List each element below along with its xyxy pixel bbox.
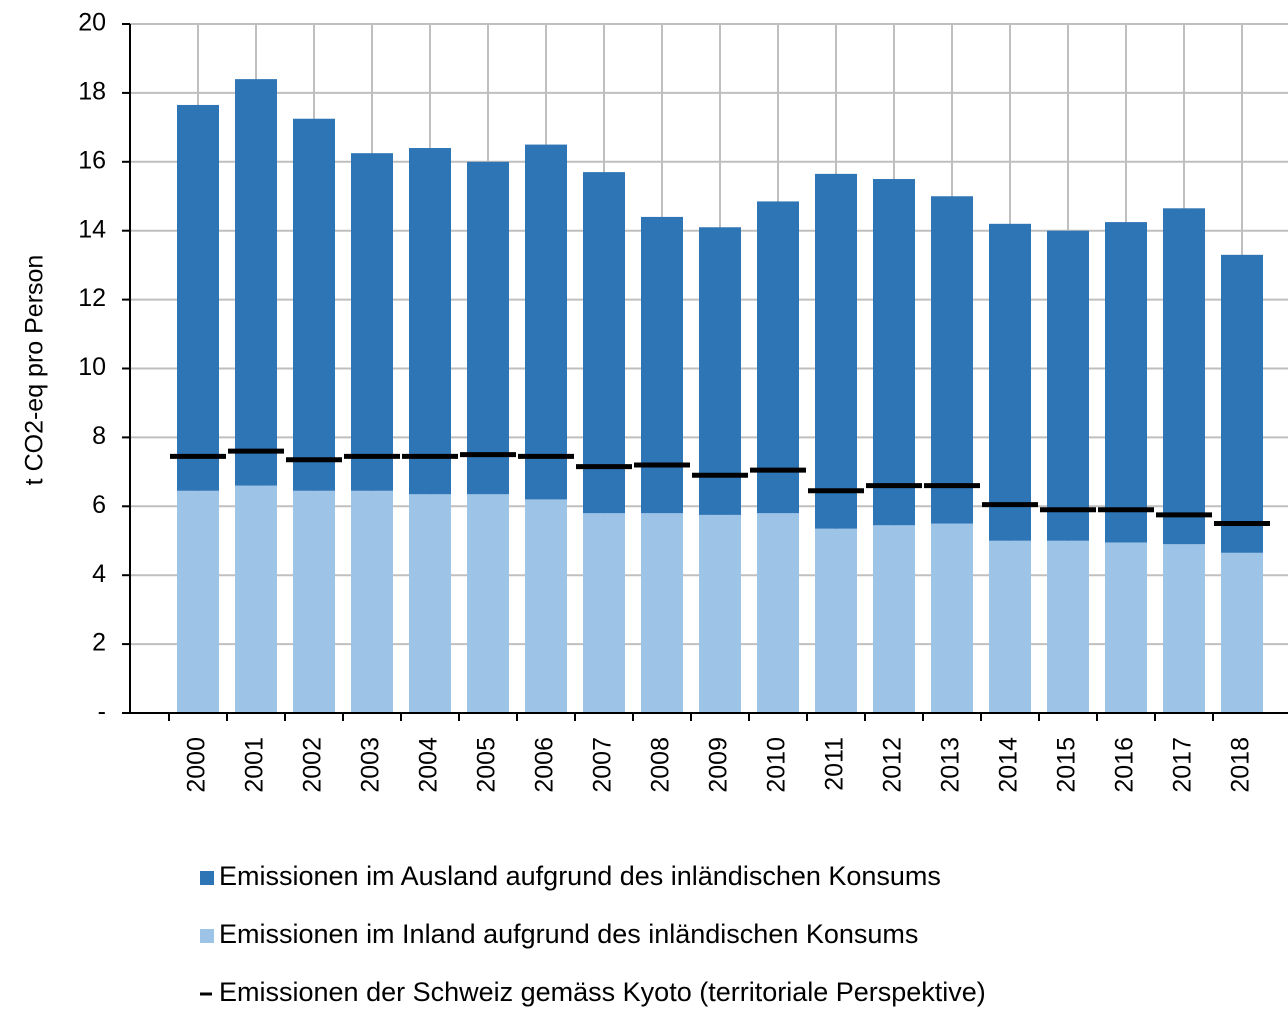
bar-segment <box>1105 542 1147 713</box>
x-tick-label: 2007 <box>589 737 617 793</box>
x-tick-label: 2004 <box>415 737 443 793</box>
bar-segment <box>525 499 567 713</box>
bar-segment <box>409 148 451 495</box>
y-tick-label: 16 <box>78 146 106 174</box>
bar-segment <box>351 153 393 491</box>
bar-segment <box>989 540 1031 713</box>
legend-label: Emissionen der Schweiz gemäss Kyoto (ter… <box>219 977 986 1007</box>
bar-segment <box>931 523 973 713</box>
legend-swatch <box>200 929 214 943</box>
bar-segment <box>699 514 741 713</box>
bar-segment <box>1221 552 1263 713</box>
x-tick-label: 2012 <box>879 737 907 793</box>
x-tick-label: 2014 <box>995 737 1023 793</box>
bar-segment <box>641 216 683 514</box>
y-tick-label: 20 <box>78 9 106 37</box>
bar-segment <box>177 104 219 491</box>
y-axis-label: t CO2-eq pro Person <box>21 255 49 486</box>
x-tick-label: 2018 <box>1227 737 1255 793</box>
bar-segment <box>1047 230 1089 541</box>
bar-segment <box>525 144 567 500</box>
bar-segment <box>177 490 219 713</box>
bar-segment <box>873 525 915 713</box>
x-tick-label: 2003 <box>357 737 385 793</box>
bar-segment <box>1163 544 1205 713</box>
legend: Emissionen im Ausland aufgrund des inlän… <box>200 861 986 1007</box>
y-tick-label: 18 <box>78 78 106 106</box>
bar-segment <box>583 513 625 713</box>
bar-segment <box>815 173 857 529</box>
legend-label: Emissionen im Inland aufgrund des inländ… <box>219 919 918 949</box>
y-tick-label: 2 <box>92 629 106 657</box>
y-tick-label: 6 <box>92 491 106 519</box>
x-tick-label: 2002 <box>299 737 327 793</box>
bar-segment <box>293 118 335 491</box>
bar-segment <box>757 201 799 514</box>
bar-segment <box>583 172 625 514</box>
bar-segment <box>815 528 857 713</box>
bar-segment <box>757 513 799 713</box>
x-tick-label: 2011 <box>821 737 849 791</box>
bar-segment <box>873 179 915 526</box>
x-tick-label: 2001 <box>241 737 269 793</box>
bar-segment <box>293 490 335 713</box>
x-tick-label: 2015 <box>1053 737 1081 793</box>
legend-label: Emissionen im Ausland aufgrund des inlän… <box>219 861 941 891</box>
x-tick-label: 2006 <box>531 737 559 793</box>
x-tick-label: 2016 <box>1111 737 1139 793</box>
bar-segment <box>351 490 393 713</box>
x-tick-label: 2008 <box>647 737 675 793</box>
bar-segment <box>1221 254 1263 553</box>
x-tick-label: 2005 <box>473 737 501 793</box>
bar-segment <box>641 513 683 713</box>
bar-segment <box>989 223 1031 541</box>
y-tick-label: 14 <box>78 215 106 243</box>
y-tick-label: 4 <box>92 560 106 588</box>
y-tick-label: 12 <box>78 284 106 312</box>
bar-segment <box>467 494 509 713</box>
bar-segment <box>931 196 973 524</box>
legend-swatch <box>200 871 214 885</box>
bar-segment <box>235 485 277 713</box>
x-tick-label: 2013 <box>937 737 965 793</box>
bar-segment <box>699 227 741 515</box>
x-tick-label: 2010 <box>763 737 791 793</box>
y-tick-label: 8 <box>92 422 106 450</box>
bar-segment <box>235 79 277 486</box>
bar-segment <box>1163 208 1205 545</box>
x-tick-label: 2009 <box>705 737 733 793</box>
x-tick-label: 2017 <box>1169 737 1197 793</box>
bar-segment <box>467 161 509 495</box>
bar-segment <box>1105 222 1147 543</box>
y-tick-label: 10 <box>78 353 106 381</box>
x-tick-label: 2000 <box>183 737 211 793</box>
bar-segment <box>1047 540 1089 713</box>
y-tick-label: - <box>98 698 106 726</box>
bar-segment <box>409 494 451 713</box>
